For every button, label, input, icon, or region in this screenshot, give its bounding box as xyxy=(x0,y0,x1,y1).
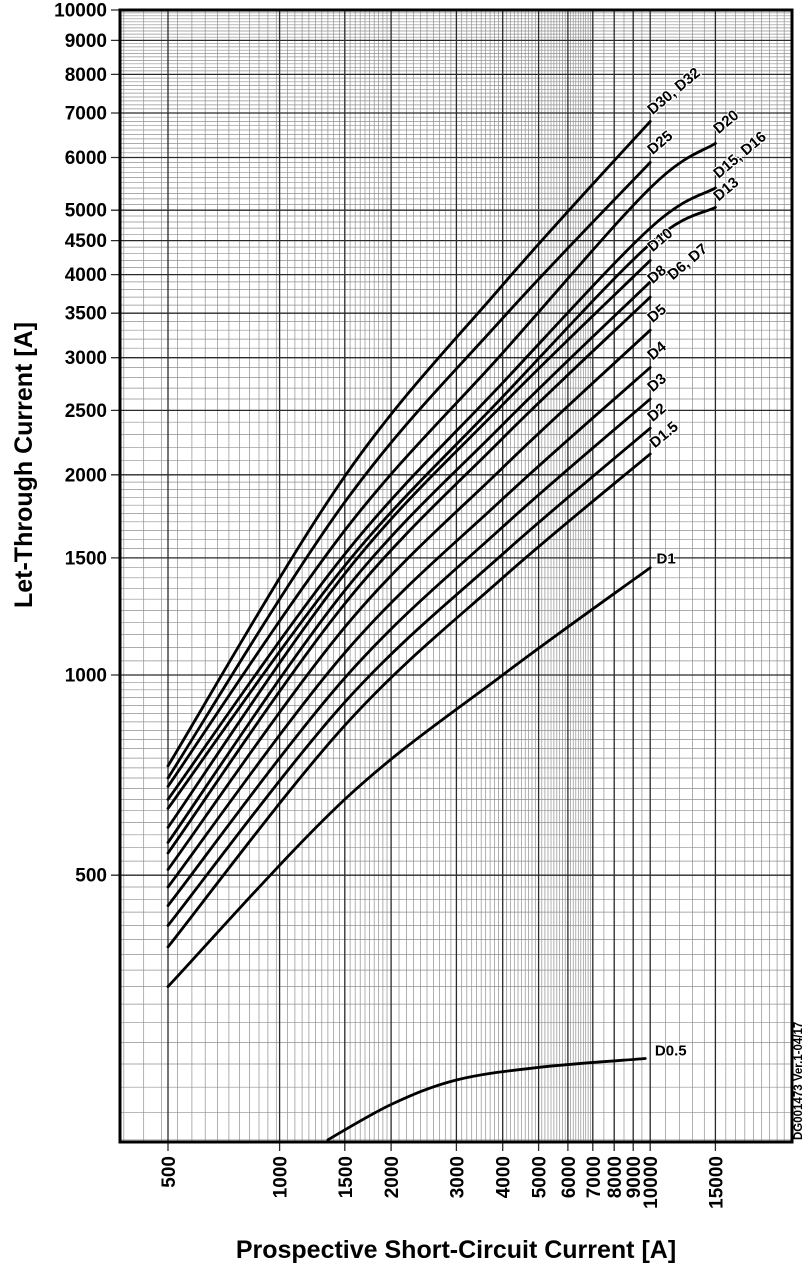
y-tick-label: 10000 xyxy=(54,1,107,22)
curve-d10 xyxy=(166,259,652,829)
curve-d1 xyxy=(166,566,652,988)
y-tick-label: 8000 xyxy=(65,65,107,86)
y-axis-title: Let-Through Current [A] xyxy=(10,321,38,609)
curve-d3 xyxy=(166,397,652,907)
curve-d0.5 xyxy=(326,1057,647,1142)
curve-label-d1.5: D1.5 xyxy=(647,418,682,451)
x-tick-label: 4000 xyxy=(494,1156,515,1198)
x-minor-gridlines xyxy=(123,10,785,1142)
x-tick-label: 2000 xyxy=(382,1156,403,1198)
x-tick-label: 10000 xyxy=(641,1156,662,1209)
y-tick-label: 1500 xyxy=(65,548,107,569)
curve-d2 xyxy=(166,426,652,927)
curve-d4 xyxy=(166,366,652,889)
y-tick-label: 7000 xyxy=(65,104,107,125)
y-tick-label: 3500 xyxy=(65,304,107,325)
y-tick-label: 6000 xyxy=(65,148,107,169)
curve-d20 xyxy=(166,142,717,788)
curve-label-d30-d32: D30, D32 xyxy=(644,64,703,118)
y-tick-label: 500 xyxy=(75,866,107,887)
x-tick-label: 1500 xyxy=(336,1156,357,1198)
curve-d8 xyxy=(166,280,652,844)
curve-label-d3: D3 xyxy=(644,370,670,395)
x-tick-label: 7000 xyxy=(584,1156,605,1198)
x-tick-label: 9000 xyxy=(624,1156,645,1198)
curve-label-d25: D25 xyxy=(644,127,676,158)
curve-d30-d32 xyxy=(166,120,652,768)
curve-d25 xyxy=(166,161,652,780)
x-tick-label: 8000 xyxy=(605,1156,626,1198)
curve-d1.5 xyxy=(166,452,652,949)
x-tick-label: 15000 xyxy=(706,1156,727,1209)
document-reference: DG001473 Ver.1-04/17 xyxy=(793,1021,805,1140)
y-tick-label: 5000 xyxy=(65,201,107,222)
x-tick-label: 1000 xyxy=(271,1156,292,1198)
x-tick-label: 6000 xyxy=(559,1156,580,1198)
curve-d13 xyxy=(166,205,717,810)
x-tick-label: 5000 xyxy=(530,1156,551,1198)
x-tick-label: 500 xyxy=(159,1156,180,1188)
y-tick-label: 4000 xyxy=(65,265,107,286)
y-tick-label: 9000 xyxy=(65,31,107,52)
plot-border xyxy=(118,8,794,1144)
curve-label-d4: D4 xyxy=(644,338,670,364)
y-tick-label: 2500 xyxy=(65,401,107,422)
x-axis-title: Prospective Short-Circuit Current [A] xyxy=(235,1236,677,1264)
x-tick-label: 3000 xyxy=(447,1156,468,1198)
y-tick-label: 1000 xyxy=(65,666,107,687)
curve-d15-d16 xyxy=(166,186,717,801)
curve-label-d1: D1 xyxy=(657,551,676,568)
y-tick-label: 3000 xyxy=(65,348,107,369)
curve-d6-d7 xyxy=(166,295,652,855)
curve-label-d0.5: D0.5 xyxy=(655,1042,687,1059)
y-tick-label: 2000 xyxy=(65,465,107,486)
y-tick-label: 4500 xyxy=(65,231,107,252)
curve-d5 xyxy=(166,328,652,871)
